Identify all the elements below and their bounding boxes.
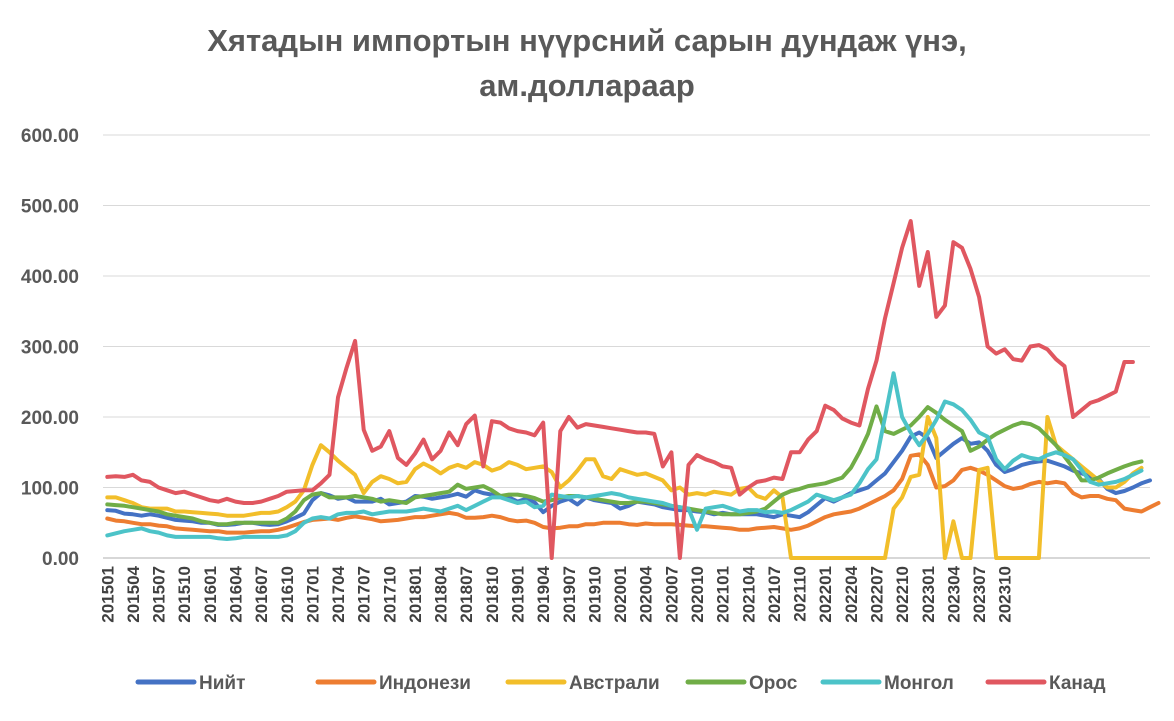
y-tick-label: 0.00: [42, 549, 79, 570]
x-tick-label: 201804: [432, 565, 451, 622]
x-tick-label: 202110: [791, 566, 810, 622]
legend-label-3: Орос: [749, 673, 798, 694]
chart-title-line-1: Хятадын импортын нүүрсний сарын дундаж ү…: [207, 23, 967, 58]
x-tick-label: 201607: [252, 566, 271, 623]
legend-label-4: Монгол: [884, 673, 954, 694]
y-tick-label: 600.00: [21, 126, 79, 147]
x-tick-label: 201810: [483, 566, 502, 623]
x-tick-label: 201704: [329, 565, 348, 622]
x-tick-label: 202004: [637, 565, 656, 622]
y-axis-tick-labels: 0.00 100.00 200.00 300.00 400.00 500.00 600.00: [21, 126, 79, 570]
x-tick-label: 201910: [585, 566, 604, 623]
x-tick-label: 202307: [970, 566, 989, 623]
y-tick-label: 500.00: [21, 197, 79, 218]
series-line-4: [105, 371, 1144, 541]
x-tick-label: 201504: [124, 565, 143, 622]
series-line-1: [105, 452, 1161, 535]
y-tick-label: 400.00: [21, 267, 79, 288]
x-tick-label: 202201: [816, 566, 835, 623]
x-tick-label: 201501: [98, 566, 117, 623]
legend-label-5: Канад: [1049, 673, 1106, 694]
x-tick-label: 202107: [765, 566, 784, 623]
y-tick-label: 100.00: [21, 479, 79, 500]
x-tick-label: 201904: [534, 565, 553, 622]
x-tick-label: 201907: [560, 566, 579, 623]
x-tick-label: 201701: [303, 566, 322, 623]
legend: Нийт Индонези Австрали Орос Монгол Канад: [135, 673, 1106, 694]
legend-label-2: Австрали: [569, 673, 660, 694]
legend-label-0: Нийт: [199, 673, 245, 694]
x-tick-label: 201610: [278, 566, 297, 623]
x-tick-label: 201510: [175, 566, 194, 623]
x-tick-label: 202001: [611, 566, 630, 623]
x-tick-label: 201710: [380, 566, 399, 623]
x-tick-label: 201507: [150, 566, 169, 623]
x-tick-label: 202101: [714, 566, 733, 623]
x-tick-label: 202210: [893, 566, 912, 623]
chart-title: Хятадын импортын нүүрсний сарын дундаж ү…: [0, 18, 1174, 108]
x-tick-label: 202007: [662, 566, 681, 623]
x-tick-label: 202304: [944, 565, 963, 622]
series-line-3: [105, 404, 1144, 527]
x-axis-tick-labels: 201501 201504 201507 201510 201601 201604 2016…: [98, 565, 1014, 622]
x-tick-label: 201807: [457, 566, 476, 623]
x-tick-label: 201604: [226, 565, 245, 622]
x-tick-label: 202010: [688, 566, 707, 623]
x-tick-label: 201901: [509, 566, 528, 623]
x-tick-label: 201707: [355, 566, 374, 623]
legend-label-1: Индонези: [379, 673, 471, 694]
x-tick-label: 202104: [739, 565, 758, 622]
x-tick-label: 202204: [842, 565, 861, 622]
series-line-2: [105, 415, 1144, 560]
x-tick-label: 201801: [406, 566, 425, 623]
chart-title-line-2: ам.доллараар: [479, 68, 695, 103]
x-tick-label: 202301: [919, 566, 938, 623]
y-tick-label: 200.00: [21, 408, 79, 429]
series-lines: [105, 219, 1161, 560]
x-tick-label: 201601: [201, 566, 220, 623]
x-tick-label: 202310: [996, 566, 1015, 623]
y-tick-label: 300.00: [21, 338, 79, 359]
series-line-5: [105, 219, 1135, 560]
x-tick-label: 202207: [867, 566, 886, 623]
